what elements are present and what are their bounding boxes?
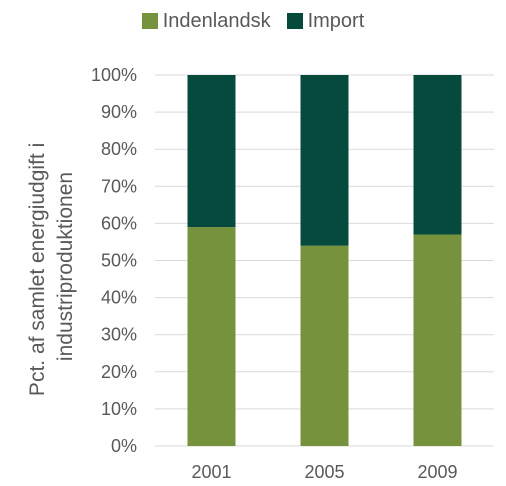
y-tick-label: 80% [101, 139, 137, 159]
x-axis-ticks: 2001 2005 2009 [191, 462, 457, 482]
y-tick-label: 10% [101, 399, 137, 419]
bar-indenlandsk-2001 [187, 227, 236, 446]
y-axis-ticks: 0% 10% 20% 30% 40% 50% 60% 70% 80% 90% 100% [91, 65, 137, 456]
chart-legend: Indenlandsk Import [0, 8, 506, 34]
y-axis-title-line-2: industriproduktionen [54, 172, 77, 361]
y-tick-label: 0% [111, 436, 137, 456]
legend-swatch-indenlandsk [141, 13, 158, 29]
y-tick-label: 30% [101, 325, 137, 345]
bar-indenlandsk-2009 [413, 234, 462, 446]
bar-indenlandsk-2005 [300, 245, 349, 446]
legend-swatch-import [286, 13, 303, 29]
x-tick-label: 2005 [304, 462, 344, 482]
legend-label-import: Import [307, 9, 365, 32]
bars [187, 75, 462, 446]
x-tick-label: 2001 [191, 462, 231, 482]
bar-import-2005 [300, 75, 349, 246]
y-tick-label: 70% [101, 176, 137, 196]
legend-item-indenlandsk: Indenlandsk [141, 9, 271, 33]
bar-import-2009 [413, 75, 462, 235]
y-tick-label: 40% [101, 288, 137, 308]
bar-import-2001 [187, 75, 236, 228]
x-tick-label: 2009 [417, 462, 457, 482]
legend-item-import: Import [286, 9, 365, 33]
y-axis-title-line-1: Pct. af samlet energiudgift i [26, 143, 49, 396]
y-tick-label: 20% [101, 362, 137, 382]
y-tick-label: 90% [101, 102, 137, 122]
y-tick-label: 60% [101, 213, 137, 233]
y-tick-label: 100% [91, 65, 137, 85]
legend-label-indenlandsk: Indenlandsk [162, 9, 271, 32]
y-tick-label: 50% [101, 251, 137, 271]
y-axis-title: Pct. af samlet energiudgift i industripr… [26, 137, 77, 396]
